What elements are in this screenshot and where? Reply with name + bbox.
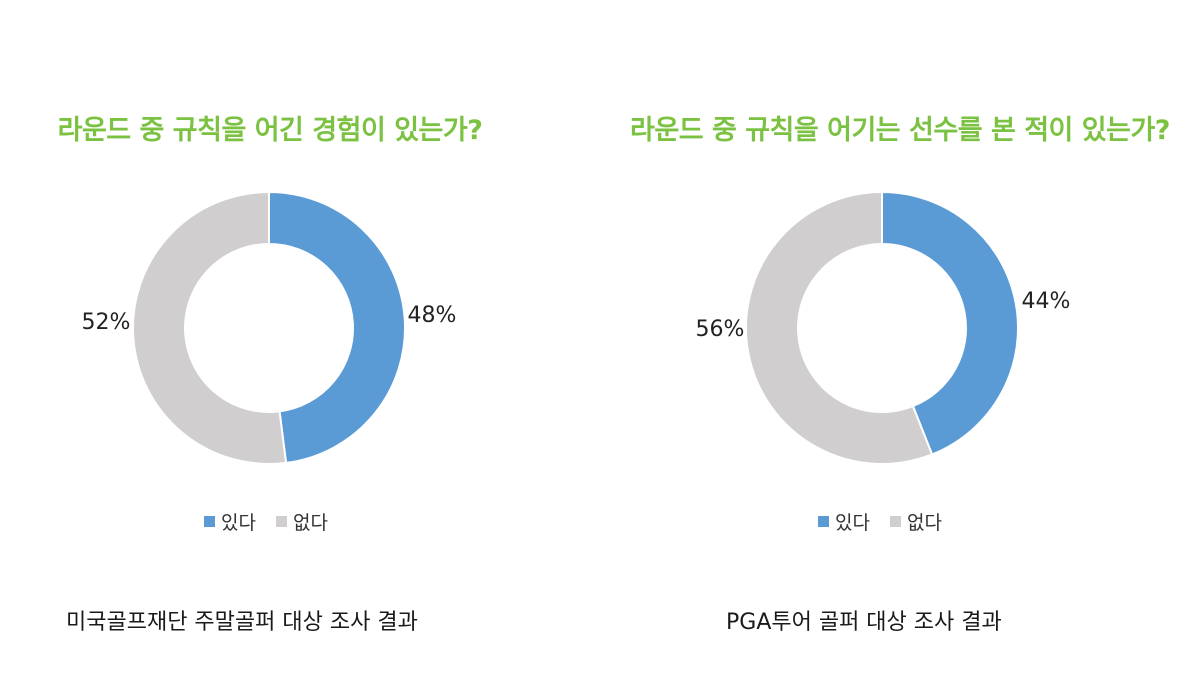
legend-item-yes: 있다 bbox=[818, 508, 870, 535]
legend-item-no: 없다 bbox=[275, 508, 328, 535]
slice-no bbox=[745, 190, 934, 465]
legend-swatch-no bbox=[889, 516, 901, 527]
slice-no bbox=[132, 190, 288, 465]
data-label-yes: 44% bbox=[1022, 289, 1071, 314]
chart-caption: 미국골프재단 주말골퍼 대상 조사 결과 bbox=[66, 610, 418, 635]
chart-panel-right: 라운드 중 규칙을 어기는 선수를 본 적이 있는가? 44% 56% 있다 없… bbox=[600, 0, 1200, 686]
donut-chart: 48% 52% bbox=[82, 190, 457, 465]
donut-chart: 44% 56% bbox=[696, 190, 1071, 465]
legend: 있다 없다 bbox=[204, 508, 348, 535]
chart-title: 라운드 중 규칙을 어기는 선수를 본 적이 있는가? bbox=[630, 115, 1170, 146]
legend-item-yes: 있다 bbox=[204, 508, 256, 535]
legend: 있다 없다 bbox=[818, 508, 962, 535]
slice-yes bbox=[881, 190, 1019, 456]
legend-swatch-yes bbox=[818, 516, 829, 527]
legend-label: 없다 bbox=[292, 512, 328, 534]
chart-title: 라운드 중 규칙을 어긴 경험이 있는가? bbox=[57, 115, 483, 146]
data-label-yes: 48% bbox=[408, 303, 457, 328]
legend-item-no: 없다 bbox=[889, 508, 942, 535]
legend-swatch-yes bbox=[204, 516, 215, 527]
legend-label: 없다 bbox=[906, 512, 942, 534]
legend-label: 있다 bbox=[221, 512, 256, 534]
chart-panel-left: 라운드 중 규칙을 어긴 경험이 있는가? 48% 52% 있다 없다 미국골프… bbox=[57, 115, 483, 635]
legend-swatch-no bbox=[275, 516, 287, 527]
legend-label: 있다 bbox=[835, 512, 870, 534]
data-label-no: 52% bbox=[82, 310, 131, 335]
slice-yes bbox=[268, 190, 406, 465]
data-label-no: 56% bbox=[696, 317, 745, 342]
chart-caption: PGA투어 골퍼 대상 조사 결과 bbox=[726, 610, 1002, 635]
